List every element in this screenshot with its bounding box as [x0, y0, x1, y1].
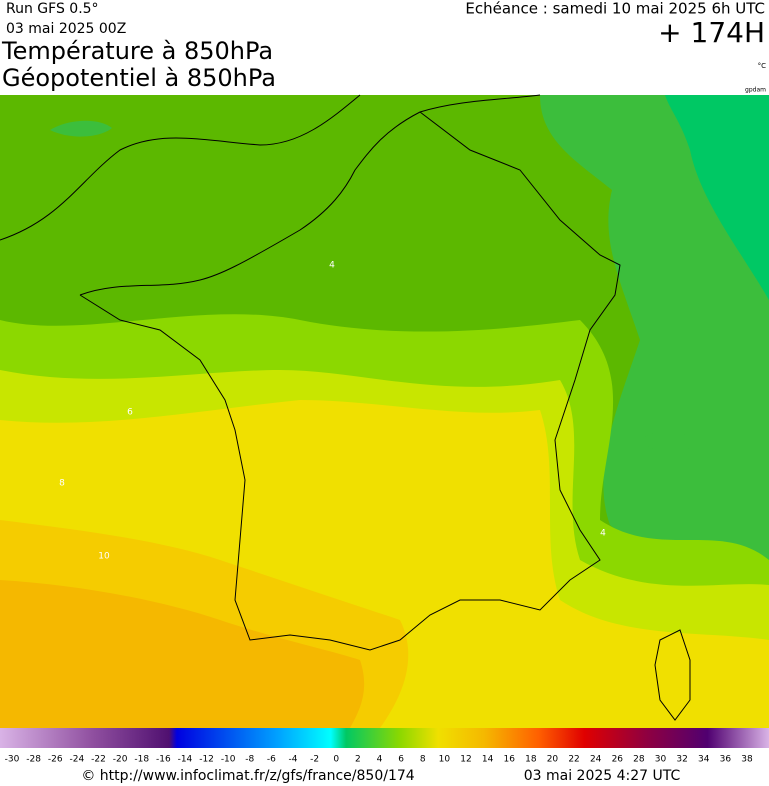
- colorbar-tick-label: -28: [26, 755, 41, 765]
- unit: °C: [758, 62, 767, 70]
- credit: gpdam: [745, 87, 766, 94]
- field-bright-green: [665, 95, 769, 300]
- colorbar-tick-label: 6: [398, 755, 404, 765]
- colorbar-tick-label: 36: [720, 755, 732, 765]
- colorbar-tick-label: 0: [333, 755, 339, 765]
- footer-stamp: 03 mai 2025 4:27 UTC: [524, 768, 681, 784]
- colorbar-tick-label: 18: [525, 755, 537, 765]
- field-orange: [0, 580, 365, 728]
- colorbar-tick-label: -6: [267, 755, 276, 765]
- colorbar-tick-label: 30: [655, 755, 667, 765]
- colorbar-tick-label: 8: [420, 755, 426, 765]
- map: 4 6 8 10 4: [0, 94, 769, 728]
- lead-time: + 174H: [658, 16, 765, 49]
- colorbar-tick-label: 4: [377, 755, 383, 765]
- colorbar-tick-label: -4: [289, 755, 298, 765]
- contour-label: 4: [329, 261, 335, 271]
- contour-label: 4: [600, 529, 606, 539]
- colorbar-tick-label: 26: [612, 755, 624, 765]
- footer-url: © http://www.infoclimat.fr/z/gfs/france/…: [81, 768, 414, 784]
- run-date: 03 mai 2025 00Z: [6, 21, 126, 37]
- contour-label: 10: [98, 552, 110, 562]
- colorbar-tick-label: 38: [741, 755, 753, 765]
- run-label: Run GFS 0.5°: [6, 1, 99, 17]
- colorbar-tick-label: 10: [439, 755, 451, 765]
- colorbar-tick-label: 22: [568, 755, 579, 765]
- contour-label: 8: [59, 479, 65, 489]
- colorbar-tick-label: -16: [156, 755, 171, 765]
- colorbar-tick-label: 2: [355, 755, 361, 765]
- colorbar-tick-label: 28: [633, 755, 645, 765]
- colorbar-tick-label: 12: [460, 755, 471, 765]
- colorbar-tick-label: -12: [199, 755, 214, 765]
- colorbar-tick-label: -20: [113, 755, 128, 765]
- colorbar-tick-label: -22: [91, 755, 106, 765]
- colorbar-tick-label: -14: [178, 755, 193, 765]
- colorbar-tick-label: 16: [503, 755, 515, 765]
- colorbar-tick-label: 20: [547, 755, 559, 765]
- colorbar-tick-label: -26: [48, 755, 63, 765]
- contour-label: 6: [127, 408, 133, 418]
- valid-time: Echéance : samedi 10 mai 2025 6h UTC: [465, 0, 765, 18]
- coastlines: [0, 94, 691, 721]
- colorbar-tick-label: 24: [590, 755, 602, 765]
- colorbar-tick-label: -24: [70, 755, 85, 765]
- field-mid-green: [540, 95, 769, 560]
- title-geopotential: Géopotentiel à 850hPa: [2, 64, 276, 92]
- field-mid-green-patch: [50, 120, 112, 137]
- colorbar-tick-label: -10: [221, 755, 236, 765]
- field-mid-green-patch: [640, 430, 695, 452]
- colorbar-tick-label: -2: [310, 755, 319, 765]
- coast-england: [0, 94, 361, 241]
- colorbar-tick-label: -8: [245, 755, 254, 765]
- france-border: [79, 111, 621, 651]
- colorbar-tick-label: 32: [676, 755, 687, 765]
- coast-channel: [79, 94, 541, 296]
- colorbar-tick-label: -30: [5, 755, 20, 765]
- corsica: [654, 629, 691, 721]
- title-temperature: Température à 850hPa: [1, 37, 273, 65]
- colorbar: [0, 728, 769, 748]
- colorbar-tick-label: -18: [134, 755, 149, 765]
- colorbar-tick-label: 14: [482, 755, 494, 765]
- colorbar-tick-label: 34: [698, 755, 710, 765]
